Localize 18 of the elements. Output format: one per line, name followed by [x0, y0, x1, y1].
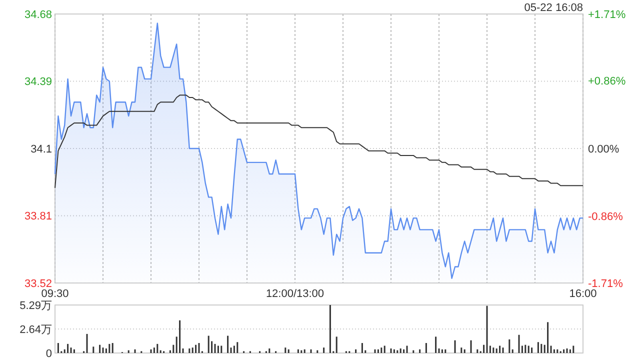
y2-tick-label: +0.86%	[588, 76, 626, 88]
y-tick-label: 5.29万	[20, 300, 52, 312]
x-tick-label: 12:00/13:00	[266, 288, 324, 300]
y-tick-label: 34.1	[30, 143, 52, 156]
line-series	[54, 94, 584, 188]
y2-tick-label: -0.86%	[588, 210, 624, 223]
y2-tick-label: +1.71%	[588, 8, 626, 21]
y-tick-label: 34.39	[24, 76, 52, 88]
y-tick-label: 33.81	[24, 210, 52, 223]
y-tick-label: 2.64万	[20, 324, 52, 336]
y2-tick-label: -1.71%	[588, 278, 624, 290]
y-tick-label: 33.52	[24, 278, 52, 290]
x-tick-label: 09:30	[41, 288, 69, 300]
y-tick-label: 0	[46, 348, 52, 360]
y-tick-label: 34.68	[24, 8, 52, 21]
annotation: 05-22 16:08	[524, 2, 583, 14]
y2-tick-label: 0.00%	[588, 143, 620, 156]
x-tick-label: 16:00	[569, 288, 597, 300]
